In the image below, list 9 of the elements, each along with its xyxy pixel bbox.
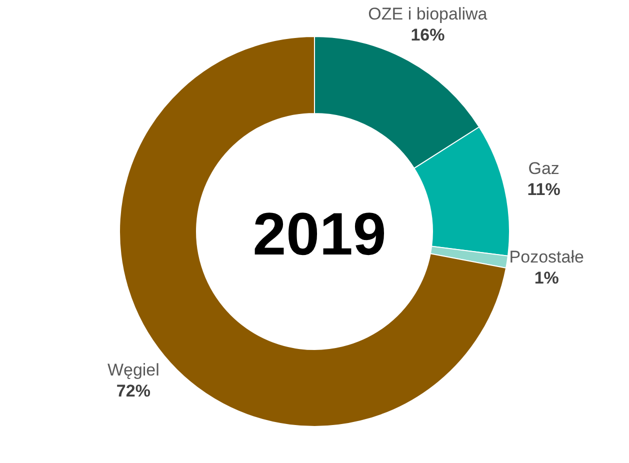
slice-label: Pozostałe [509, 247, 584, 266]
data-label: 1% [534, 268, 559, 288]
slice-label: Gaz [528, 159, 560, 178]
slice-label: OZE i biopaliwa [368, 4, 488, 24]
data-label: 72% [116, 381, 150, 400]
slice-label: Węgiel [107, 360, 160, 380]
data-label: 16% [410, 26, 445, 45]
text: 2019 [252, 200, 386, 268]
data-label: 11% [527, 180, 560, 200]
